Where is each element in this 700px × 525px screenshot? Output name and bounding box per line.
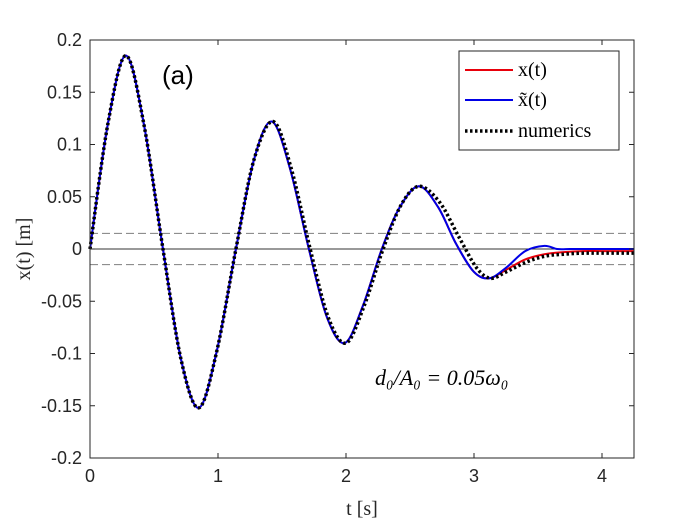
y-tick-label-8: 0.2 [57,30,82,50]
y-tick-label-5: 0.05 [47,187,82,207]
x-tick-label-1: 1 [213,466,223,486]
x-axis-label: t [s] [346,498,378,520]
y-tick-label-0: -0.2 [51,448,82,468]
y-axis-label: x(t) [m] [13,218,35,281]
x-tick-label-2: 2 [341,466,351,486]
y-tick-label-1: -0.15 [41,396,82,416]
legend-label-x: x(t) [518,59,547,81]
y-tick-label-7: 0.15 [47,82,82,102]
y-tick-label-4: 0 [72,239,82,259]
legend-label-x-tilde: x̃(t) [518,89,547,111]
series-layer [88,53,634,410]
reference-lines [90,232,634,266]
annotation-ratio: d₀/A₀ = 0.05ω₀ [375,365,508,390]
legend-label-numerics: numerics [518,120,592,142]
ticks: 0 1 2 3 4 -0.2 -0.15 -0.1 -0.05 0 0.05 0.1 0.15 0.2 [41,30,634,486]
y-tick-label-2: -0.1 [51,344,82,364]
x-tick-label-0: 0 [85,466,95,486]
legend: x(t) x̃(t) numerics [458,50,620,151]
panel-label: (a) [162,60,194,90]
y-tick-label-6: 0.1 [57,135,82,155]
x-tick-label-4: 4 [597,466,607,486]
series-line-numerics [88,53,634,410]
y-tick-label-3: -0.05 [41,291,82,311]
x-tick-label-3: 3 [469,466,479,486]
